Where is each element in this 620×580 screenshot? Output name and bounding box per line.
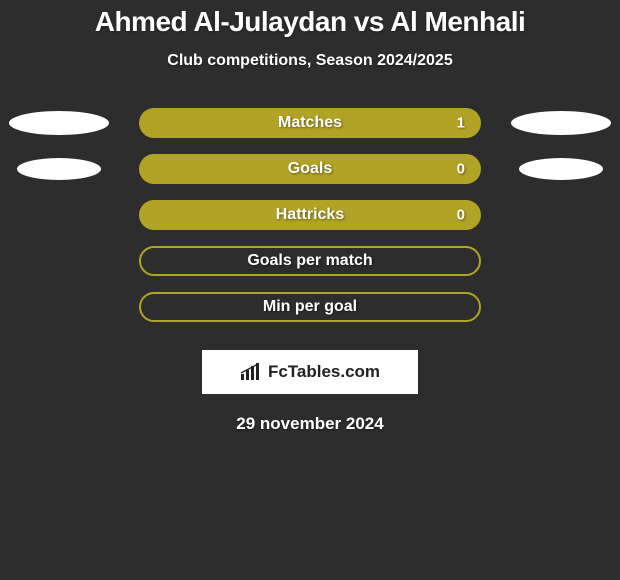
stat-label: Hattricks xyxy=(276,206,344,224)
snapshot-date: 29 november 2024 xyxy=(0,414,620,434)
stat-rows: Matches 1 Goals 0 Hattricks 0 xyxy=(0,100,620,330)
subtitle: Club competitions, Season 2024/2025 xyxy=(0,52,620,70)
comparison-card: Ahmed Al-Julaydan vs Al Menhali Club com… xyxy=(0,0,620,434)
stat-row-matches: Matches 1 xyxy=(0,100,620,146)
brand-badge: FcTables.com xyxy=(202,350,418,394)
brand-text: FcTables.com xyxy=(268,362,380,382)
stat-label: Goals per match xyxy=(247,252,372,270)
stat-bar: Min per goal xyxy=(139,292,481,322)
stat-label: Matches xyxy=(278,114,342,132)
stat-value: 0 xyxy=(457,161,465,178)
right-value-ellipse xyxy=(506,156,616,182)
stat-bar: Hattricks 0 xyxy=(139,200,481,230)
stat-bar: Matches 1 xyxy=(139,108,481,138)
stat-row-hattricks: Hattricks 0 xyxy=(0,192,620,238)
stat-row-goals-per-match: Goals per match xyxy=(0,238,620,284)
right-value-ellipse xyxy=(506,109,616,137)
stat-bar: Goals 0 xyxy=(139,154,481,184)
stat-row-min-per-goal: Min per goal xyxy=(0,284,620,330)
left-value-ellipse xyxy=(4,109,114,137)
stat-value: 0 xyxy=(457,207,465,224)
stat-label: Goals xyxy=(288,160,332,178)
page-title: Ahmed Al-Julaydan vs Al Menhali xyxy=(0,6,620,38)
stat-row-goals: Goals 0 xyxy=(0,146,620,192)
left-value-ellipse xyxy=(4,156,114,182)
barchart-icon xyxy=(240,363,262,381)
stat-value: 1 xyxy=(457,115,465,132)
stat-label: Min per goal xyxy=(263,298,357,316)
stat-bar: Goals per match xyxy=(139,246,481,276)
